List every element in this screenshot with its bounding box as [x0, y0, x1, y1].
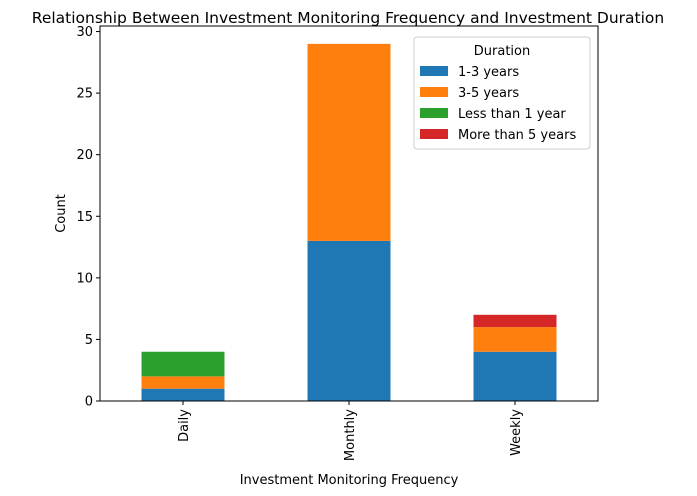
x-tick-label-weekly: Weekly — [509, 409, 524, 456]
y-tick-label: 5 — [85, 333, 93, 348]
legend-label-2: Less than 1 year — [458, 107, 566, 122]
legend-swatch-2 — [420, 108, 448, 118]
legend: Duration 1-3 years 3-5 years Less than 1 y… — [413, 36, 591, 150]
x-axis-label: Investment Monitoring Frequency — [240, 473, 459, 488]
y-tick-label: 30 — [76, 25, 93, 40]
x-axis: Daily Monthly Weekly — [177, 401, 524, 461]
legend-label-3: More than 5 years — [458, 128, 576, 143]
legend-frame — [413, 36, 591, 150]
y-tick-label: 25 — [76, 87, 93, 102]
y-tick-label: 10 — [76, 271, 93, 286]
legend-swatch-3 — [420, 129, 448, 139]
legend-label-1: 3-5 years — [458, 86, 519, 101]
y-tick-label: 15 — [76, 210, 93, 225]
bar-weekly-series-3 — [473, 314, 557, 328]
x-tick-label-monthly: Monthly — [343, 409, 358, 461]
bar-daily-series-0 — [141, 388, 225, 401]
y-tick-label: 0 — [85, 395, 93, 410]
x-tick-label-daily: Daily — [177, 409, 192, 442]
legend-swatch-0 — [420, 66, 448, 76]
legend-swatch-1 — [420, 87, 448, 97]
bars-layer — [141, 43, 557, 401]
y-axis: 0 5 10 15 20 25 30 — [76, 25, 100, 410]
y-tick-label: 20 — [76, 148, 93, 163]
bar-monthly-series-1 — [307, 43, 391, 241]
legend-items: 1-3 years 3-5 years Less than 1 year More t… — [420, 65, 576, 143]
y-axis-label: Count — [54, 194, 69, 233]
bar-weekly-series-1 — [473, 327, 557, 352]
bar-monthly-series-0 — [307, 240, 391, 401]
bar-daily-series-2 — [141, 351, 225, 377]
chart-title: Relationship Between Investment Monitori… — [32, 9, 665, 27]
legend-label-0: 1-3 years — [458, 65, 519, 80]
bar-weekly-series-0 — [473, 351, 557, 401]
bar-daily-series-1 — [141, 376, 225, 389]
legend-title: Duration — [474, 44, 530, 59]
